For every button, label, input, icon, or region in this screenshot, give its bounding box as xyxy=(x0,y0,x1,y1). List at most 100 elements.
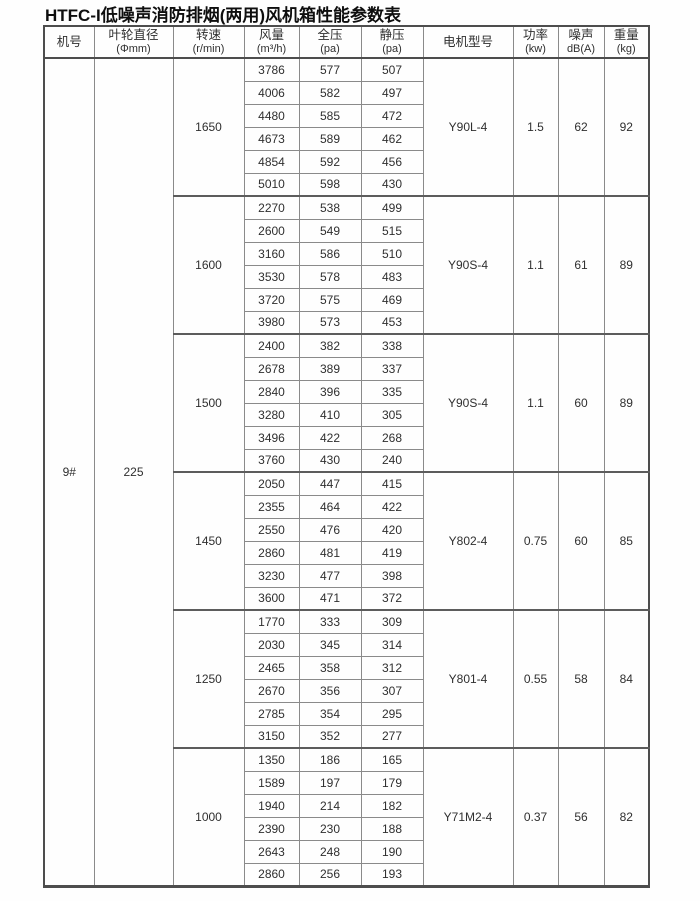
weight-cell: 89 xyxy=(603,333,650,473)
air-volume-cell: 2390 xyxy=(243,816,300,841)
column-header: 转速 (r/min) xyxy=(172,25,245,59)
column-header: 功率 (kw) xyxy=(512,25,559,59)
total-pressure-cell: 358 xyxy=(298,655,362,680)
column-header-label: 重量 xyxy=(613,27,639,42)
table-row: 2390 230 188 xyxy=(44,816,649,841)
column-header-unit: (r/min) xyxy=(192,43,225,56)
static-pressure-cell: 483 xyxy=(360,264,424,289)
column-header-label: 转速 xyxy=(195,27,221,42)
motor-model-cell: Y802-4 xyxy=(422,471,514,611)
air-volume-cell: 3160 xyxy=(243,241,300,266)
static-pressure-cell: 499 xyxy=(360,195,424,220)
static-pressure-cell: 420 xyxy=(360,517,424,542)
static-pressure-cell: 277 xyxy=(360,724,424,749)
air-volume-cell: 2643 xyxy=(243,839,300,864)
speed-cell: 1500 xyxy=(172,333,245,473)
table-row: 3160 586 510 xyxy=(44,241,649,266)
column-header-label: 叶轮直径 xyxy=(108,27,159,42)
column-header-label: 机号 xyxy=(56,34,82,49)
table-row: 1940 214 182 xyxy=(44,793,649,818)
static-pressure-cell: 309 xyxy=(360,609,424,634)
weight-cell: 82 xyxy=(603,747,650,887)
total-pressure-cell: 592 xyxy=(298,149,362,174)
page-title: HTFC-I低噪声消防排烟(两用)风机箱性能参数表 xyxy=(45,6,402,25)
total-pressure-cell: 575 xyxy=(298,287,362,312)
air-volume-cell: 2030 xyxy=(243,632,300,657)
table-row: 2643 248 190 xyxy=(44,839,649,864)
total-pressure-cell: 382 xyxy=(298,333,362,358)
weight-cell: 89 xyxy=(603,195,650,335)
static-pressure-cell: 510 xyxy=(360,241,424,266)
static-pressure-cell: 307 xyxy=(360,678,424,703)
column-header-unit: (Φmm) xyxy=(116,43,151,56)
air-volume-cell: 3280 xyxy=(243,402,300,427)
static-pressure-cell: 338 xyxy=(360,333,424,358)
static-pressure-cell: 469 xyxy=(360,287,424,312)
static-pressure-cell: 456 xyxy=(360,149,424,174)
table-header-row: 机号 叶轮直径 (Φmm) 转速 (r/min) 风量 (m³/h) 全压 (pa) 静压 (pa)… xyxy=(43,25,650,59)
total-pressure-cell: 230 xyxy=(298,816,362,841)
table-row: 3150 352 277 xyxy=(44,724,649,749)
air-volume-cell: 2860 xyxy=(243,862,300,887)
power-cell: 0.37 xyxy=(512,747,559,887)
total-pressure-cell: 389 xyxy=(298,356,362,381)
noise-cell: 61 xyxy=(557,195,605,335)
motor-model-cell: Y90L-4 xyxy=(422,57,514,197)
air-volume-cell: 2050 xyxy=(243,471,300,496)
table-row: 9# 225 1650 3786 577 507 Y90L-4 1.5 62 92 xyxy=(43,57,650,887)
table-row: 1250 1770 333 309 Y801-4 0.55 58 84 xyxy=(44,609,650,749)
noise-cell: 58 xyxy=(557,609,605,749)
static-pressure-cell: 305 xyxy=(360,402,424,427)
table-row: 2465 358 312 xyxy=(44,655,649,680)
air-volume-cell: 2600 xyxy=(243,218,300,243)
column-header-label: 噪声 xyxy=(568,27,594,42)
air-volume-cell: 4480 xyxy=(243,103,300,128)
static-pressure-cell: 497 xyxy=(360,80,424,105)
table-row: 2785 354 295 xyxy=(44,701,649,726)
speed-cell: 1600 xyxy=(172,195,245,335)
air-volume-cell: 4006 xyxy=(243,80,300,105)
motor-model-cell: Y90S-4 xyxy=(422,195,514,335)
static-pressure-cell: 335 xyxy=(360,379,424,404)
static-pressure-cell: 472 xyxy=(360,103,424,128)
air-volume-cell: 3980 xyxy=(243,310,300,335)
static-pressure-cell: 190 xyxy=(360,839,424,864)
table-row: 1600 2270 538 499 Y90S-4 1.1 61 89 xyxy=(44,195,650,335)
total-pressure-cell: 582 xyxy=(298,80,362,105)
total-pressure-cell: 538 xyxy=(298,195,362,220)
total-pressure-cell: 354 xyxy=(298,701,362,726)
column-header: 风量 (m³/h) xyxy=(243,25,300,59)
air-volume-cell: 3150 xyxy=(243,724,300,749)
total-pressure-cell: 352 xyxy=(298,724,362,749)
total-pressure-cell: 214 xyxy=(298,793,362,818)
total-pressure-cell: 477 xyxy=(298,563,362,588)
total-pressure-cell: 549 xyxy=(298,218,362,243)
power-cell: 0.75 xyxy=(512,471,559,611)
air-volume-cell: 1770 xyxy=(243,609,300,634)
static-pressure-cell: 507 xyxy=(360,57,424,82)
static-pressure-cell: 314 xyxy=(360,632,424,657)
air-volume-cell: 1940 xyxy=(243,793,300,818)
air-volume-cell: 3720 xyxy=(243,287,300,312)
table-row: 1450 2050 447 415 Y802-4 0.75 60 85 xyxy=(44,471,650,611)
table-row: 1589 197 179 xyxy=(44,770,649,795)
static-pressure-cell: 430 xyxy=(360,172,424,197)
column-header-unit: (pa) xyxy=(320,43,340,56)
column-header-label: 静压 xyxy=(379,27,405,42)
column-header-unit: (m³/h) xyxy=(256,43,287,56)
total-pressure-cell: 476 xyxy=(298,517,362,542)
power-cell: 1.1 xyxy=(512,195,559,335)
static-pressure-cell: 419 xyxy=(360,540,424,565)
total-pressure-cell: 186 xyxy=(298,747,362,772)
air-volume-cell: 1589 xyxy=(243,770,300,795)
total-pressure-cell: 447 xyxy=(298,471,362,496)
total-pressure-cell: 396 xyxy=(298,379,362,404)
air-volume-cell: 5010 xyxy=(243,172,300,197)
speed-cell: 1000 xyxy=(172,747,245,887)
static-pressure-cell: 240 xyxy=(360,448,424,473)
weight-cell: 85 xyxy=(603,471,650,611)
air-volume-cell: 2785 xyxy=(243,701,300,726)
total-pressure-cell: 333 xyxy=(298,609,362,634)
motor-model-cell: Y90S-4 xyxy=(422,333,514,473)
